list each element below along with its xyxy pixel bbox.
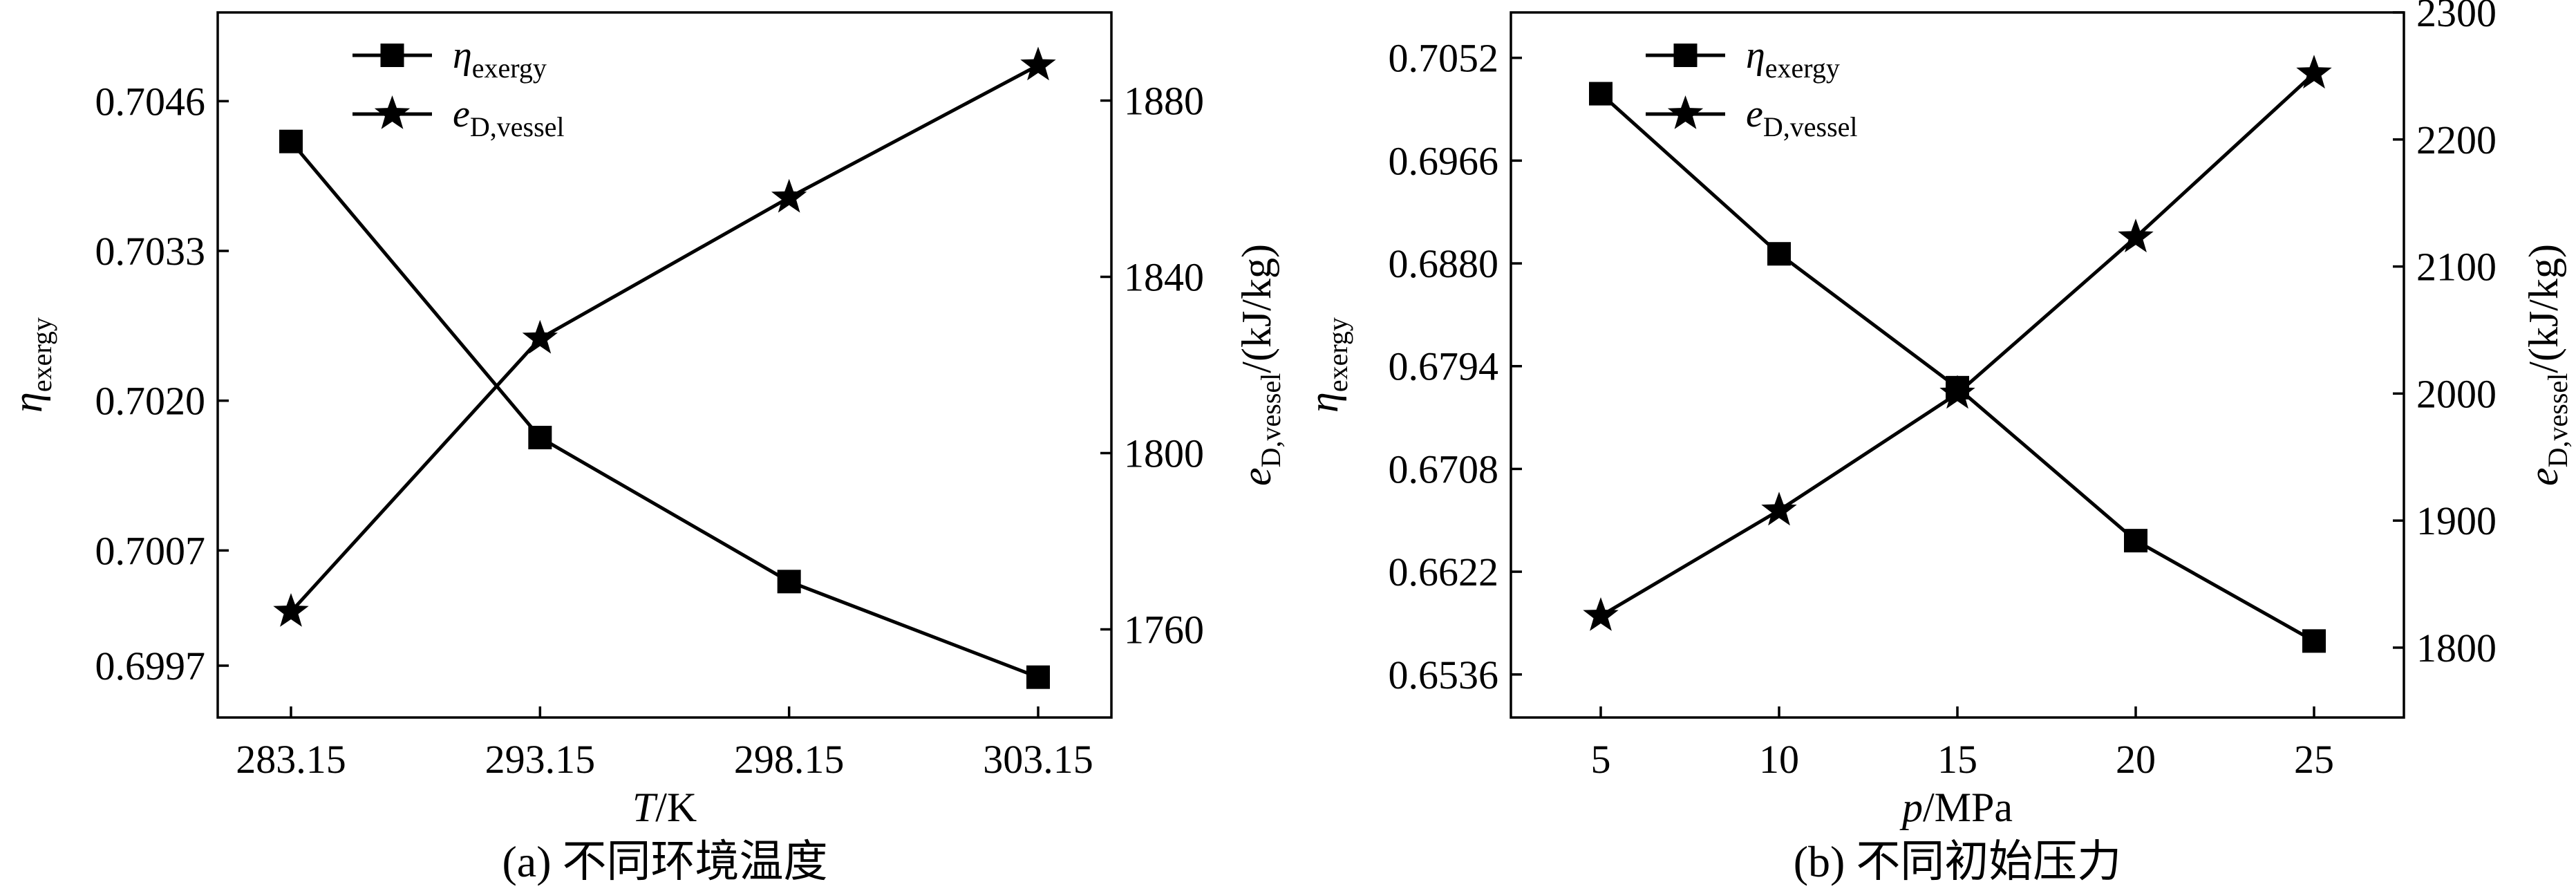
y-left-tick-label: 0.7033 [95,229,206,274]
y-right-tick-label: 2300 [2416,0,2497,35]
y-right-tick-label: 1900 [2416,498,2497,543]
x-tick-label: 15 [1937,737,1977,782]
data-point [1020,46,1056,81]
series-eta-exergy [279,129,1050,689]
y-left-tick-label: 0.6622 [1389,550,1499,594]
x-tick-label: 298.15 [734,737,845,782]
data-point [1761,491,1797,526]
x-tick-label: 25 [2294,737,2334,782]
y-right-tick-label: 1800 [2416,626,2497,670]
y-left-tick-label: 0.6536 [1389,653,1499,697]
y-left-tick-label: 0.6794 [1389,344,1499,389]
y-right-axis-title: eD,vessel/(kJ/kg) [2521,244,2573,486]
y-right-axis-title: eD,vessel/(kJ/kg) [1234,244,1286,486]
data-point [1026,665,1050,689]
data-point [273,593,309,627]
y-left-tick-label: 0.7020 [95,379,206,424]
x-tick-label: 20 [2116,737,2156,782]
legend: ηexergy eD,vessel [352,34,565,142]
y-right-tick-label: 1800 [1124,431,1204,476]
data-point [2302,629,2326,653]
series-line [1599,72,2315,618]
series-eta-exergy [1589,82,2326,653]
y-right-tick-label: 1760 [1124,608,1204,653]
plot-frame [216,11,1113,719]
legend-entry: ηexergy [352,34,547,84]
legend-label: eD,vessel [1746,93,1858,142]
data-point [522,319,558,354]
data-point [2118,218,2154,253]
data-point [1939,375,1975,409]
legend-marker [1673,44,1698,67]
x-axis-title: p/MPa [1899,785,2013,830]
legend-entry: ηexergy [1646,34,1840,84]
y-left-tick-label: 0.7046 [95,79,206,124]
plot-frame [1510,11,2405,719]
legend-label: ηexergy [1746,34,1840,84]
y-right-tick-label: 2100 [2416,245,2497,290]
x-tick-label: 303.15 [983,737,1093,782]
data-point [528,426,552,449]
x-tick-label: 283.15 [236,737,346,782]
series-e-d-vessel [1583,55,2332,631]
series-line [1599,92,2315,643]
y-left-axis-title: ηexergy [1301,317,1353,413]
y-left-tick-label: 0.6708 [1389,447,1499,491]
legend-entry: eD,vessel [1646,93,1858,142]
y-left-tick-label: 0.6880 [1389,241,1499,286]
data-point [1767,242,1791,266]
series-line [290,140,1039,679]
x-tick-label: 10 [1759,737,1799,782]
series-line [290,64,1040,613]
legend-marker [374,95,411,129]
data-point [1583,597,1619,631]
y-left-tick-label: 0.7007 [95,528,206,573]
legend: ηexergy eD,vessel [1646,34,1858,142]
legend-label: ηexergy [453,34,547,84]
series-e-d-vessel [273,46,1056,627]
y-right-tick-label: 2200 [2416,118,2497,162]
legend-marker [380,44,404,67]
legend-marker [1667,95,1704,129]
legend-label: eD,vessel [453,93,565,142]
data-point [777,570,801,594]
y-left-tick-label: 0.6997 [95,644,206,688]
chart-caption: (a) 不同环境温度 [502,837,827,886]
data-point [1589,82,1613,106]
data-point [2296,55,2332,89]
data-point [279,129,303,153]
y-left-axis-title: ηexergy [5,317,57,413]
y-right-tick-label: 1840 [1124,255,1204,300]
data-point [2124,529,2147,553]
x-tick-label: 5 [1591,737,1611,782]
chart-b: 5 10 15 20 25 0.6536 0.6622 0.6708 0.6794 0.6880 0… [1301,0,2573,886]
chart-a: 283.15 293.15 298.15 303.15 0.6997 0.7007 0.70… [5,11,1286,886]
x-axis-title: T/K [632,785,697,830]
y-left-tick-label: 0.7052 [1389,36,1499,81]
legend-entry: eD,vessel [352,93,565,142]
data-point [771,178,807,213]
x-tick-label: 293.15 [485,737,596,782]
y-right-tick-label: 1880 [1124,79,1204,124]
y-left-tick-label: 0.6966 [1389,138,1499,183]
chart-caption: (b) 不同初始压力 [1794,837,2122,886]
y-right-tick-label: 2000 [2416,371,2497,416]
